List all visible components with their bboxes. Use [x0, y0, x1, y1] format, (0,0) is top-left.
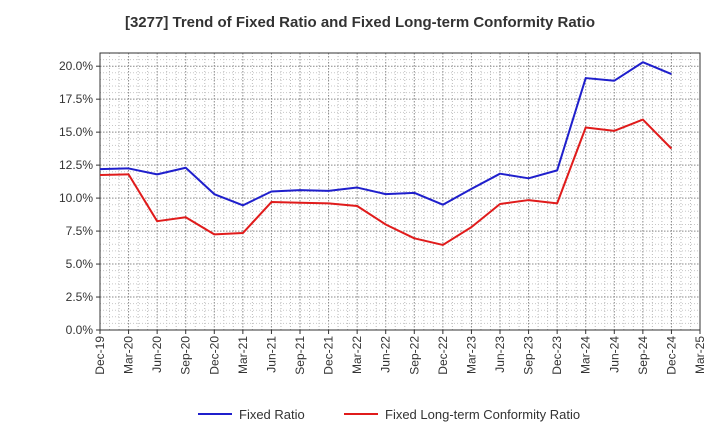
x-tick-label: Dec-20	[207, 336, 221, 375]
y-tick-label: 20.0%	[59, 59, 93, 73]
x-tick-label: Mar-25	[693, 336, 707, 374]
legend-label-2: Fixed Long-term Conformity Ratio	[385, 407, 580, 422]
x-tick-label: Jun-23	[493, 336, 507, 373]
y-tick-label: 12.5%	[59, 158, 93, 172]
x-tick-label: Dec-23	[550, 336, 564, 375]
x-tick-label: Jun-20	[150, 336, 164, 373]
legend-label-1: Fixed Ratio	[239, 407, 305, 422]
y-tick-label: 7.5%	[66, 224, 94, 238]
x-tick-label: Sep-24	[636, 336, 650, 375]
x-tick-label: Dec-19	[93, 336, 107, 375]
series-lines	[99, 61, 673, 246]
x-tick-label: Jun-24	[607, 336, 621, 373]
series-line-1	[99, 61, 672, 207]
y-tick-label: 0.0%	[66, 323, 94, 337]
x-tick-label: Sep-23	[522, 336, 536, 375]
x-tick-label: Jun-21	[264, 336, 278, 373]
x-tick-label: Mar-23	[464, 336, 478, 374]
y-tick-label: 2.5%	[66, 290, 94, 304]
x-tick-labels: Dec-19 Mar-20 Jun-20 Sep-20 Dec-20 Mar-21 Jun-…	[93, 336, 707, 375]
x-tick-label: Jun-22	[379, 336, 393, 373]
x-tick-label: Mar-22	[350, 336, 364, 374]
chart-title: [3277] Trend of Fixed Ratio and Fixed Lo…	[124, 14, 596, 31]
x-tick-label: Dec-21	[322, 336, 336, 375]
x-tick-label: Mar-24	[579, 336, 593, 374]
y-tick-label: 17.5%	[59, 92, 93, 106]
y-tick-label: 10.0%	[59, 191, 93, 205]
y-tick-label: 15.0%	[59, 125, 93, 139]
legend: Fixed Ratio Fixed Long-term Conformity Ra…	[198, 407, 580, 422]
y-tick-labels: 0.0% 2.5% 5.0% 7.5% 10.0% 12.5% 15.0% 17.5% 20.0…	[59, 59, 93, 337]
x-tick-label: Dec-22	[436, 336, 450, 375]
x-tick-label: Mar-20	[122, 336, 136, 374]
x-tick-label: Dec-24	[664, 336, 678, 375]
plot-border	[99, 52, 701, 331]
x-tick-label: Mar-21	[236, 336, 250, 374]
x-tick-label: Sep-22	[407, 336, 421, 375]
y-tick-label: 5.0%	[66, 257, 94, 271]
series-line-2	[99, 118, 673, 246]
x-tick-label: Sep-20	[179, 336, 193, 375]
axes	[96, 52, 701, 334]
x-tick-label: Sep-21	[293, 336, 307, 375]
